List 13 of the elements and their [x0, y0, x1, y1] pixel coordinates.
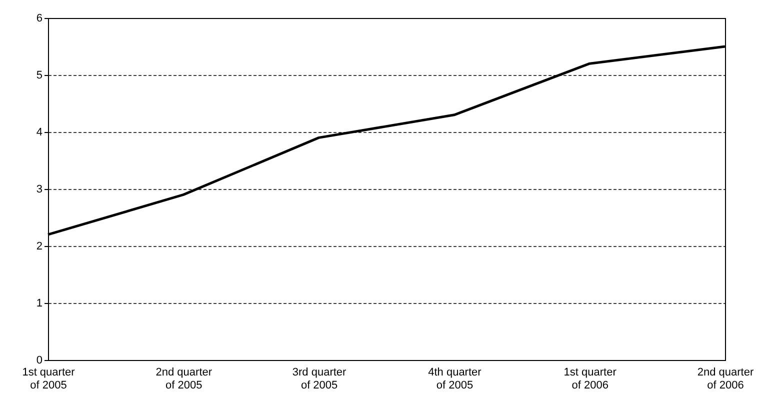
x-tick-label: 2nd quarter of 2005 [156, 366, 212, 392]
x-tick-label: 2nd quarter of 2006 [697, 366, 754, 392]
x-tick-label: 1st quarter of 2006 [564, 366, 617, 392]
x-tick-label: 3rd quarter of 2005 [292, 366, 347, 392]
y-tick-label: 1 [36, 298, 42, 310]
x-tick-label: 1st quarter of 2005 [22, 366, 76, 392]
y-tick-label: 6 [36, 12, 42, 24]
y-tick-label: 4 [36, 126, 42, 138]
y-tick-label: 5 [36, 70, 42, 82]
y-tick-label: 3 [36, 184, 42, 196]
y-tick-label: 2 [36, 240, 42, 252]
y-tick-label: 0 [36, 354, 42, 366]
x-tick-label: 4th quarter of 2005 [428, 366, 482, 392]
